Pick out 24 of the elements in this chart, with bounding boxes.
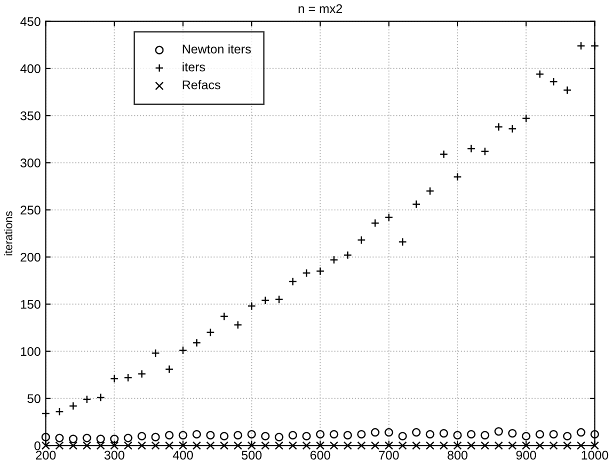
y-tick-label: 0 [34,441,40,450]
x-tick-label: 700 [379,450,399,460]
y-tick-label: 100 [20,347,40,356]
y-tick-label: 150 [20,300,40,309]
x-tick-label: 900 [516,450,536,460]
x-tick-label: 400 [172,450,193,460]
legend-label: Refacs [182,80,220,90]
x-tick-label: 800 [448,450,468,460]
y-tick-label: 300 [20,158,40,168]
y-tick-label: 350 [20,111,40,120]
chart-title: n = mx2 [298,4,342,13]
y-tick-label: 400 [20,64,40,74]
x-tick-label: 500 [242,450,262,460]
y-tick-label: 200 [20,252,40,262]
y-axis-title: iterations [4,211,12,256]
y-tick-label: 450 [20,17,40,26]
x-tick-label: 600 [310,450,330,460]
legend-label: Newton iters [182,44,251,54]
x-tick-label: 1000 [582,450,608,460]
y-tick-label: 50 [27,394,40,404]
x-tick-label: 300 [104,450,124,460]
y-tick-label: 250 [20,206,40,215]
legend-label: iters [182,62,206,72]
x-tick-label: 200 [36,450,56,460]
